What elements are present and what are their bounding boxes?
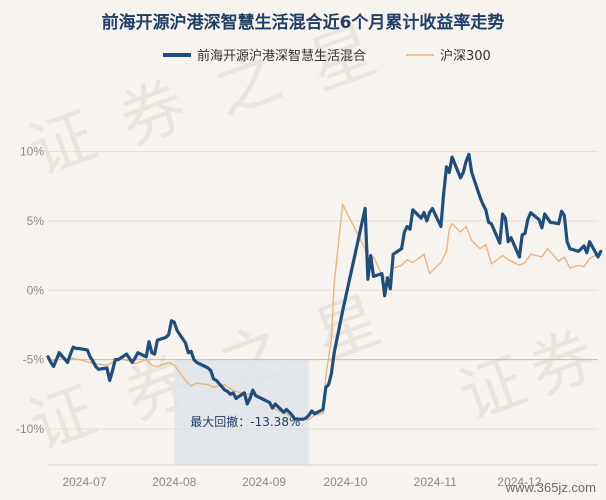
y-tick-label: -5% (23, 353, 45, 367)
x-tick-label: 2024-08 (152, 475, 196, 489)
chart-title: 前海开源沪港深智慧生活混合近6个月累计收益率走势 (102, 12, 505, 33)
watermark-char: 证 (20, 374, 105, 465)
y-tick-label: 0% (27, 283, 45, 297)
benchmark-series-line (47, 203, 602, 422)
x-tick-label: 2024-11 (414, 475, 457, 489)
legend-label-fund: 前海开源沪港深智慧生活混合 (197, 48, 366, 64)
drawdown-label: 最大回撤：-13.38% (190, 414, 300, 429)
x-tick-label: 2024-07 (62, 475, 106, 489)
y-tick-label: 5% (27, 214, 45, 228)
watermark-char: 券 (520, 319, 605, 410)
x-tick-label: 2024-09 (242, 475, 286, 489)
watermark-char: 券 (110, 69, 195, 160)
watermark-char: 证 (450, 344, 535, 435)
site-label: www.365jz.com (505, 480, 596, 495)
x-tick-label: 2024-12 (497, 475, 541, 489)
y-tick-label: -10% (16, 422, 44, 436)
y-tick-label: 10% (20, 145, 44, 159)
fund-series-line (46, 152, 603, 421)
x-tick-label: 2024-10 (323, 475, 367, 489)
legend-label-benchmark: 沪深300 (440, 48, 491, 64)
watermark-char: 星 (305, 284, 390, 375)
drawdown-area (174, 359, 309, 465)
